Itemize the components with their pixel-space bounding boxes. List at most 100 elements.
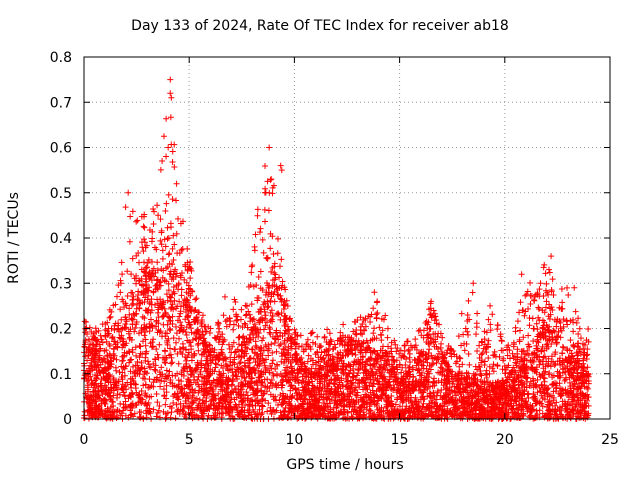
- data-point: [514, 374, 521, 381]
- data-point: [367, 362, 374, 369]
- data-point: [507, 395, 514, 402]
- data-point: [178, 270, 185, 277]
- data-point: [133, 389, 140, 396]
- data-point: [515, 401, 522, 408]
- data-point: [236, 401, 243, 408]
- data-point: [287, 405, 294, 412]
- data-point: [481, 336, 488, 343]
- data-point: [370, 330, 377, 337]
- data-point: [423, 338, 430, 345]
- data-point: [187, 365, 194, 372]
- data-point: [133, 352, 140, 359]
- data-points: [81, 76, 592, 422]
- data-point: [330, 368, 337, 375]
- data-point: [490, 361, 497, 368]
- data-point: [399, 406, 406, 413]
- data-point: [171, 390, 178, 397]
- data-point: [414, 411, 421, 418]
- data-point: [128, 356, 135, 363]
- data-point: [359, 401, 366, 408]
- data-point: [113, 356, 120, 363]
- data-point: [386, 382, 393, 389]
- data-point: [163, 375, 170, 382]
- data-point: [113, 367, 120, 374]
- data-point: [434, 388, 441, 395]
- data-point: [527, 378, 534, 385]
- data-point: [274, 235, 281, 242]
- data-point: [574, 397, 581, 404]
- data-point: [553, 339, 560, 346]
- data-point: [495, 397, 502, 404]
- data-point: [185, 395, 192, 402]
- data-point: [505, 342, 512, 349]
- data-point: [426, 400, 433, 407]
- data-point: [284, 347, 291, 354]
- data-point: [468, 406, 475, 413]
- data-point: [255, 274, 262, 281]
- data-point: [109, 398, 116, 405]
- data-point: [222, 355, 229, 362]
- data-point: [205, 412, 212, 419]
- data-point: [540, 361, 547, 368]
- data-point: [412, 394, 419, 401]
- data-point: [172, 372, 179, 379]
- data-point: [546, 315, 553, 322]
- data-point: [249, 262, 256, 269]
- data-point: [249, 402, 256, 409]
- data-point: [140, 268, 147, 275]
- data-point: [538, 381, 545, 388]
- data-point: [253, 331, 260, 338]
- data-point: [155, 212, 162, 219]
- data-point: [201, 392, 208, 399]
- data-point: [167, 317, 174, 324]
- data-point: [392, 341, 399, 348]
- data-point: [284, 364, 291, 371]
- data-point: [160, 267, 167, 274]
- data-point: [106, 314, 113, 321]
- data-point: [537, 388, 544, 395]
- data-point: [516, 336, 523, 343]
- data-point: [323, 339, 330, 346]
- data-point: [416, 408, 423, 415]
- data-point: [233, 376, 240, 383]
- data-point: [131, 328, 138, 335]
- data-point: [137, 350, 144, 357]
- data-point: [559, 305, 566, 312]
- data-point: [84, 357, 91, 364]
- data-point: [187, 379, 194, 386]
- data-point: [373, 356, 380, 363]
- data-point: [206, 342, 213, 349]
- data-point: [545, 407, 552, 414]
- data-point: [559, 299, 566, 306]
- data-point: [211, 334, 218, 341]
- data-point: [268, 365, 275, 372]
- data-point: [142, 381, 149, 388]
- data-point: [455, 333, 462, 340]
- data-point: [220, 312, 227, 319]
- data-point: [157, 237, 164, 244]
- data-point: [357, 396, 364, 403]
- data-point: [188, 354, 195, 361]
- data-point: [392, 401, 399, 408]
- data-point: [160, 299, 167, 306]
- data-point: [238, 373, 245, 380]
- data-point: [206, 390, 213, 397]
- data-point: [289, 367, 296, 374]
- data-point: [189, 400, 196, 407]
- data-point: [406, 350, 413, 357]
- data-point: [549, 276, 556, 283]
- data-point: [530, 377, 537, 384]
- data-point: [254, 385, 261, 392]
- data-point: [271, 339, 278, 346]
- data-point: [161, 305, 168, 312]
- data-point: [405, 398, 412, 405]
- data-point: [525, 352, 532, 359]
- data-point: [269, 357, 276, 364]
- data-point: [129, 208, 136, 215]
- data-point: [185, 285, 192, 292]
- data-point: [171, 297, 178, 304]
- data-point: [447, 350, 454, 357]
- data-point: [574, 373, 581, 380]
- data-point: [93, 411, 100, 418]
- data-point: [251, 321, 258, 328]
